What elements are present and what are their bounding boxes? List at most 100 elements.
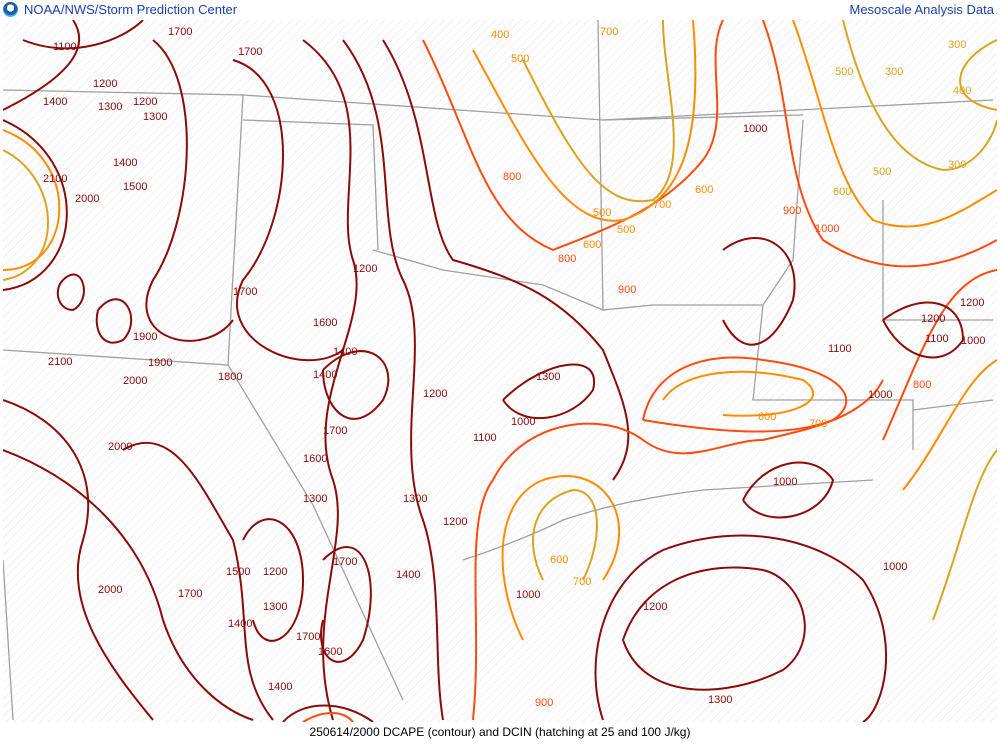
contour-label: 700 [600, 26, 618, 38]
header-right-title: Mesoscale Analysis Data [849, 2, 994, 17]
contour-label: 1200 [643, 601, 667, 613]
contour-label: 500 [835, 66, 853, 78]
contour-line [622, 566, 806, 691]
state-border [752, 304, 914, 450]
contour-label: 1700 [178, 588, 202, 600]
contour-line [3, 449, 254, 721]
contour-label: 1700 [323, 425, 347, 437]
contour-label: 800 [503, 171, 521, 183]
contour-line [302, 39, 358, 721]
contour-label: 2000 [75, 193, 99, 205]
contour-label: 1200 [133, 96, 157, 108]
state-border [762, 119, 804, 306]
contour-label: 1200 [353, 263, 377, 275]
contour-label: 1000 [868, 389, 892, 401]
contour-line [382, 39, 630, 481]
contour-line [502, 363, 596, 420]
contour-line [122, 441, 274, 721]
contour-label: 300 [885, 66, 903, 78]
contour-line [842, 20, 997, 172]
contour-label: 1900 [148, 357, 172, 369]
contour-label: 1200 [93, 78, 117, 90]
contour-line [145, 39, 234, 342]
map-caption: 250614/2000 DCAPE (contour) and DCIN (ha… [309, 725, 691, 739]
contour-line [792, 20, 997, 228]
contour-line [642, 356, 848, 433]
contour-label: 1500 [123, 181, 147, 193]
contour-label: 1900 [133, 331, 157, 343]
contour-label: 1400 [268, 681, 292, 693]
contour-label: 800 [558, 253, 576, 265]
contour-line [422, 20, 724, 252]
state-border [602, 114, 804, 121]
state-border [372, 249, 604, 311]
contour-label: 1700 [238, 46, 262, 58]
contour-line [56, 273, 85, 312]
contour-line [242, 518, 305, 642]
contour-line [902, 359, 997, 491]
contour-label: 300 [948, 39, 966, 51]
contour-label: 1600 [318, 646, 342, 658]
contour-label: 1300 [708, 694, 732, 706]
state-border [227, 364, 404, 701]
contour-label: 800 [913, 379, 931, 391]
contour-line [882, 269, 997, 441]
contour-label: 1200 [423, 388, 447, 400]
contour-label: 1100 [53, 41, 77, 53]
contour-label: 1000 [961, 335, 985, 347]
contour-label: 700 [653, 199, 671, 211]
contour-label: 1200 [263, 566, 287, 578]
contour-label: 1400 [313, 369, 337, 381]
contour-line [742, 461, 835, 519]
contour-label: 1300 [98, 101, 122, 113]
contour-label: 600 [833, 186, 851, 198]
contour-label: 1400 [396, 569, 420, 581]
contour-label: 1800 [218, 371, 242, 383]
contour-line [322, 350, 390, 420]
contour-line [3, 149, 49, 281]
contour-line [722, 237, 796, 346]
contour-line [472, 379, 884, 721]
contour-label: 1500 [226, 566, 250, 578]
contour-label: 1000 [815, 223, 839, 235]
contour-label: 900 [618, 284, 636, 296]
state-border [242, 119, 379, 251]
contour-line [320, 546, 372, 663]
contour-line [594, 534, 887, 722]
contour-labels: 1100 1700 1700 1200 1300 1200 1400 1300 1400 1500… [43, 26, 985, 709]
contour-line [22, 20, 144, 50]
contour-label: 1000 [516, 589, 540, 601]
contour-label: 2000 [98, 584, 122, 596]
contour-line [762, 20, 997, 268]
contour-line [501, 475, 621, 641]
contour-label: 1000 [883, 561, 907, 573]
contour-label: 1000 [743, 123, 767, 135]
header-title: NOAA/NWS/Storm Prediction Center [24, 2, 238, 17]
contour-line [3, 129, 61, 271]
contour-line [95, 298, 133, 344]
contour-line [282, 704, 374, 722]
contour-label: 2000 [123, 375, 147, 387]
state-border [3, 559, 14, 721]
contour-line [932, 449, 997, 621]
contour-label: 1200 [960, 297, 984, 309]
contour-label: 500 [511, 53, 529, 65]
contour-label: 1100 [828, 343, 852, 355]
contour-label: 1300 [536, 371, 560, 383]
contour-label: 1600 [303, 453, 327, 465]
contour-line [342, 39, 444, 721]
contour-line [232, 59, 344, 362]
contour-line [882, 301, 965, 359]
contour-label: 400 [491, 29, 509, 41]
state-border [462, 479, 874, 561]
contour-line [3, 399, 154, 721]
contour-label: 700 [573, 576, 591, 588]
state-border [3, 89, 994, 121]
contour-label: 1200 [921, 313, 945, 325]
dcape-contours [3, 20, 997, 722]
contour-label: 600 [758, 411, 776, 423]
contour-label: 1400 [228, 618, 252, 630]
contour-line [522, 20, 675, 203]
contour-label: 1400 [333, 346, 357, 358]
contour-label: 1700 [168, 26, 192, 38]
